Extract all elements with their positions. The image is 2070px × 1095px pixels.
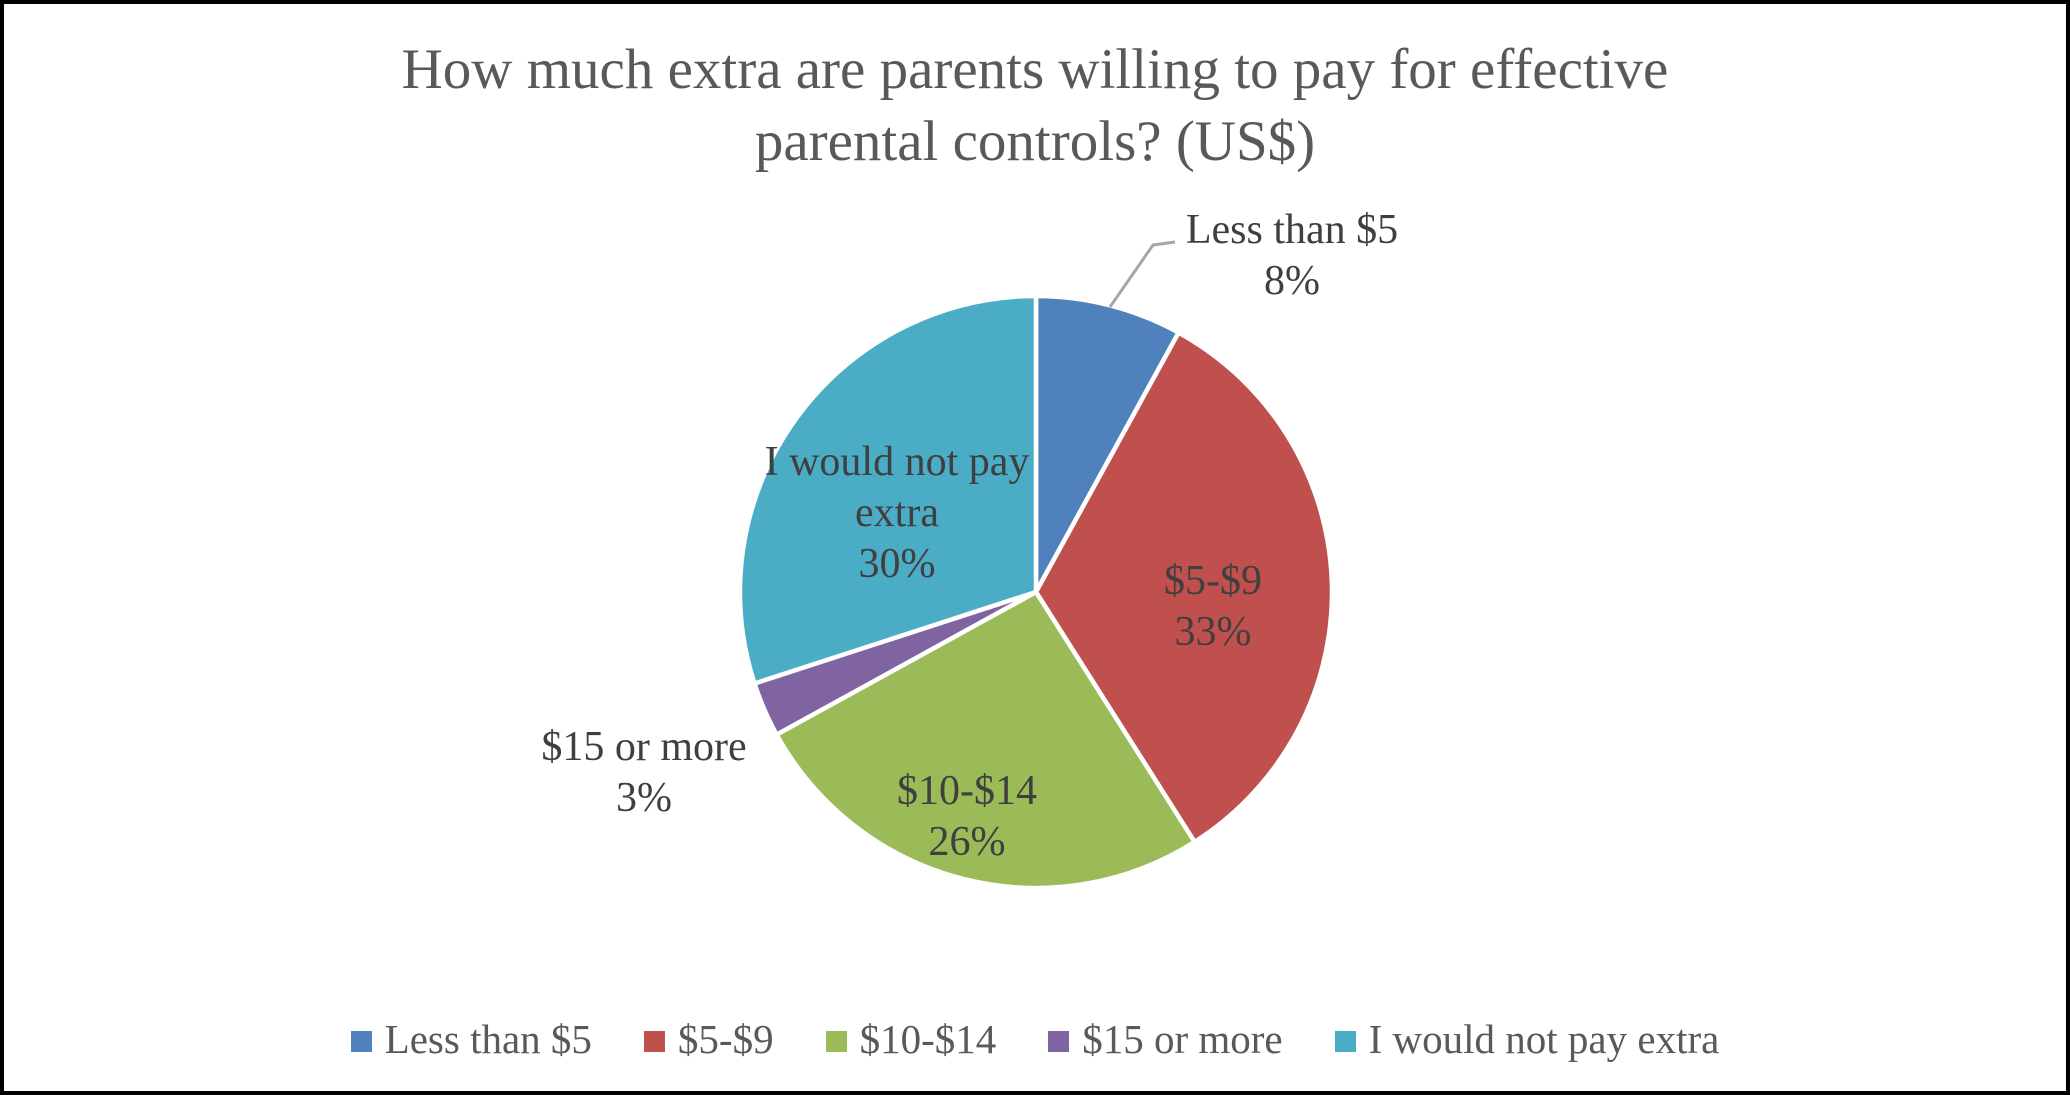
legend-item-15-or-more[interactable]: $15 or more (1048, 1015, 1283, 1063)
chart-title-line1: How much extra are parents willing to pa… (401, 38, 1669, 101)
legend-label: $10-$14 (859, 1016, 997, 1062)
data-label-category: Less than $5 (1185, 207, 1399, 253)
pie-slices (737, 293, 1335, 891)
legend-item-less-than-5[interactable]: Less than $5 (350, 1015, 592, 1063)
legend-item-10-14[interactable]: $10-$14 (825, 1015, 997, 1063)
chart-title-line2: parental controls? (US$) (754, 110, 1316, 173)
legend-swatch-icon (1334, 1030, 1356, 1052)
legend-swatch-icon (825, 1030, 847, 1052)
data-label-percent: 30% (858, 541, 936, 587)
data-label-category: $15 or more (541, 724, 747, 770)
data-label-percent: 8% (1263, 258, 1320, 304)
data-label-less-than-5: Less than $5 8% (1186, 205, 1398, 307)
legend-item-i-would-not-pay-extra[interactable]: I would not pay extra (1334, 1015, 1720, 1063)
callout-leader-line (1108, 240, 1176, 308)
legend-swatch-icon (350, 1030, 372, 1052)
data-label-5-9: $5-$9 33% (1164, 556, 1262, 658)
pie-chart (737, 240, 1335, 891)
legend-item-5-9[interactable]: $5-$9 (643, 1015, 774, 1063)
legend-label: Less than $5 (384, 1016, 592, 1062)
pie-slice-10-14[interactable] (773, 589, 1198, 891)
chart-title: How much extra are parents willing to pa… (4, 34, 2066, 178)
pie-slice-5-9[interactable] (1033, 329, 1335, 846)
data-label-10-14: $10-$14 26% (897, 766, 1037, 868)
legend-swatch-icon (643, 1030, 665, 1052)
legend-label: $5-$9 (677, 1016, 774, 1062)
chart-legend: Less than $5 $5-$9 $10-$14 $15 or more I wou… (4, 1015, 2066, 1063)
data-label-category: $5-$9 (1164, 558, 1262, 604)
legend-label: $15 or more (1082, 1016, 1283, 1062)
pie-slice-i-would-not-pay-extra[interactable] (737, 293, 1039, 687)
data-label-category: $10-$14 (897, 768, 1037, 814)
data-label-percent: 3% (615, 775, 672, 821)
legend-swatch-icon (1048, 1030, 1070, 1052)
data-label-percent: 26% (928, 819, 1006, 865)
data-label-percent: 33% (1174, 609, 1252, 655)
data-label-15-or-more: $15 or more 3% (541, 722, 746, 824)
data-label-category: I would not pay extra (764, 439, 1030, 536)
data-label-would-not-pay: I would not pay extra 30% (762, 437, 1032, 590)
legend-label: I would not pay extra (1368, 1016, 1720, 1062)
